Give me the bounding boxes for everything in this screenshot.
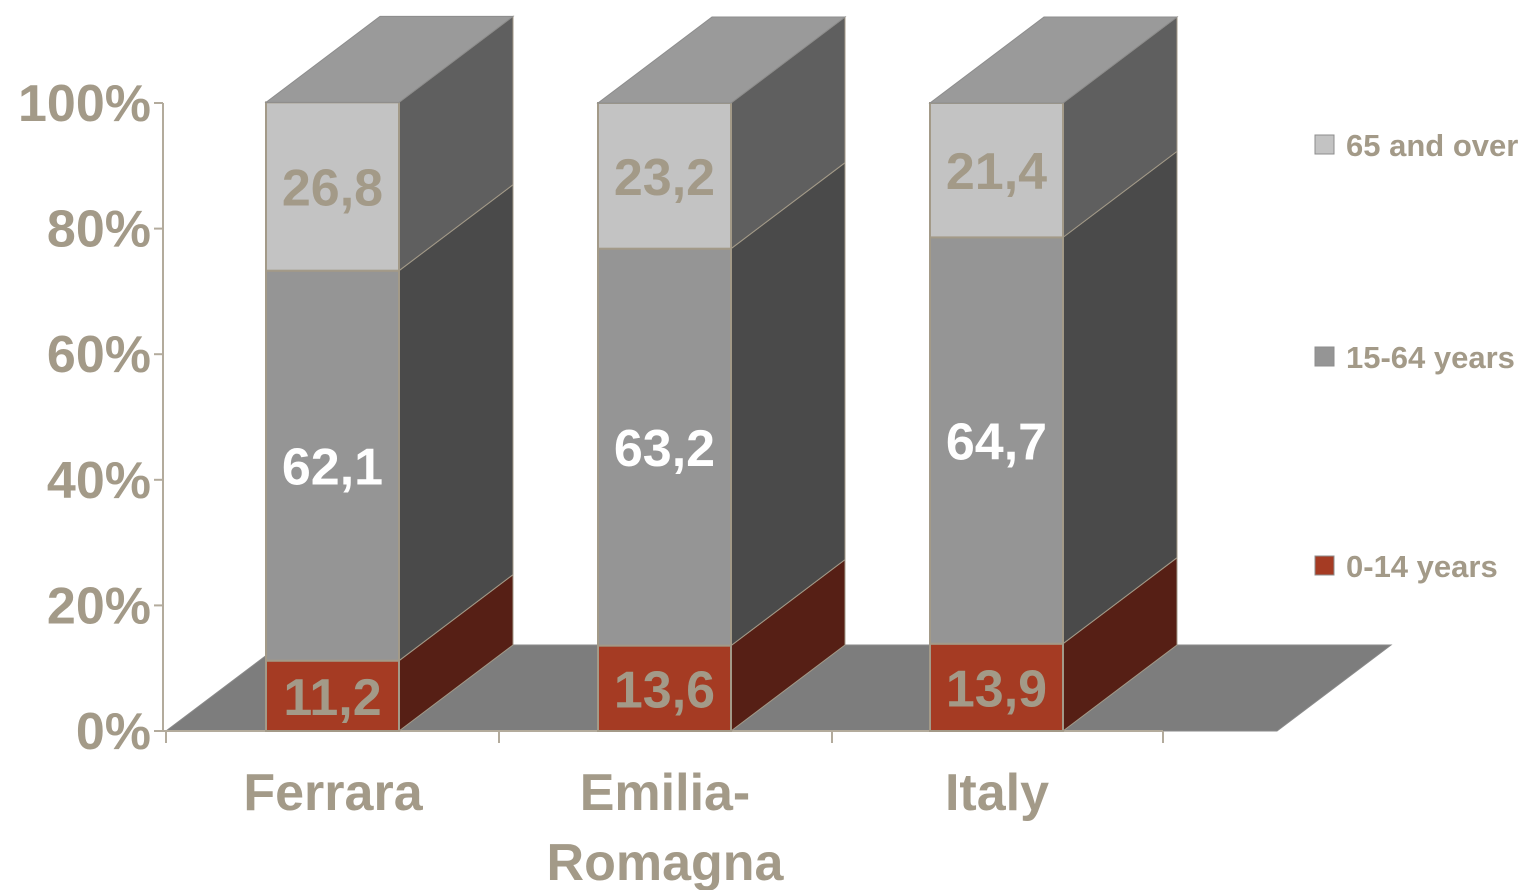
bar-front-face [265, 269, 400, 662]
y-tick-label: 80% [47, 201, 151, 259]
x-category-label: Emilia- [580, 764, 751, 822]
data-label: 21,4 [946, 143, 1047, 201]
bar-segment-65-and-over [597, 15, 846, 250]
data-label: 13,6 [614, 661, 715, 719]
y-tick-label: 40% [47, 452, 151, 510]
bar-segment-15-64-years [929, 150, 1178, 645]
data-label: 64,7 [946, 414, 1047, 472]
data-label: 23,2 [614, 149, 715, 207]
legend-swatch [1314, 555, 1335, 576]
legend-label: 65 and over [1346, 128, 1518, 163]
legend: 65 and over 15-64 years 0-14 years [1314, 128, 1518, 584]
y-tick-label: 60% [47, 326, 151, 384]
bar-segment-0-14-years [265, 573, 514, 733]
y-tick-label: 0% [76, 703, 151, 761]
bar-front-face [929, 236, 1064, 645]
legend-label: 0-14 years [1346, 549, 1498, 584]
data-label: 26,8 [282, 160, 383, 218]
bar-segment-15-64-years [265, 183, 514, 662]
bar-segment-15-64-years [597, 161, 846, 647]
y-tick-label: 100% [18, 75, 151, 133]
y-tick-label: 20% [47, 577, 151, 635]
legend-swatch [1314, 346, 1335, 367]
data-label: 11,2 [283, 669, 381, 727]
category-labels-layer: Ferrara Emilia- Romagna Italy [243, 764, 1049, 890]
bar-front-face [597, 247, 732, 647]
bar-segment-65-and-over [929, 15, 1178, 239]
y-axis-layer: 0% 20% 40% 60% 80% 100% [18, 75, 1164, 761]
bar-segment-65-and-over [265, 15, 514, 272]
data-label: 62,1 [282, 439, 383, 497]
bar-top-face [264, 15, 515, 103]
bar-front-face [929, 102, 1064, 239]
data-label: 63,2 [614, 420, 715, 478]
bar-top-face [928, 16, 1179, 104]
x-category-label: Italy [945, 764, 1049, 822]
legend-label: 15-64 years [1346, 340, 1515, 375]
bar-front-face [265, 101, 400, 272]
data-labels-layer: 11,2 62,1 26,8 13,6 63,2 23,2 13,9 64,7 21,4 [282, 143, 1047, 727]
bars-layer [264, 15, 1179, 733]
bar-front-face [265, 659, 400, 732]
x-category-label: Ferrara [243, 764, 423, 822]
bar-segment-0-14-years [929, 556, 1178, 733]
bar-front-face [929, 642, 1064, 733]
legend-swatch [1314, 134, 1335, 155]
x-category-label: Romagna [547, 834, 785, 890]
data-label: 13,9 [946, 660, 1047, 718]
bar-front-face [597, 102, 732, 250]
bar-side-face [1062, 150, 1178, 645]
bar-top-face [596, 16, 847, 104]
